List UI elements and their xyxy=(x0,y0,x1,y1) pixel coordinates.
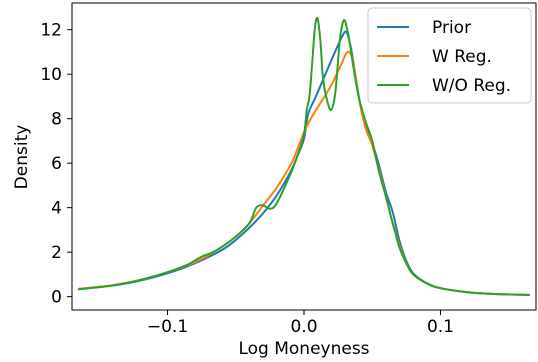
legend-label: W Reg. xyxy=(432,47,492,67)
y-tick-label: 4 xyxy=(51,199,62,219)
series-lines xyxy=(77,16,531,296)
y-tick-label: 0 xyxy=(51,288,62,308)
x-tick-label: −0.1 xyxy=(147,317,188,337)
y-tick-label: 2 xyxy=(51,243,62,263)
x-axis-label: Log Moneyness xyxy=(238,339,369,359)
legend-label: W/O Reg. xyxy=(432,76,511,96)
y-tick-label: 10 xyxy=(40,65,62,85)
legend: Prior W Reg. W/O Reg. xyxy=(367,7,532,104)
y-tick-label: 12 xyxy=(40,21,62,41)
x-axis-ticks: −0.1 0.0 0.1 xyxy=(147,310,454,337)
series-line-2 xyxy=(77,16,531,296)
y-tick-label: 8 xyxy=(51,110,62,130)
x-tick-label: 0.1 xyxy=(427,317,454,337)
y-tick-label: 6 xyxy=(51,154,62,174)
legend-label: Prior xyxy=(432,18,471,38)
y-axis-ticks: 0 2 4 6 8 10 12 xyxy=(40,21,72,308)
legend-box xyxy=(367,7,532,104)
y-axis-label: Density xyxy=(12,125,32,190)
x-tick-label: 0.0 xyxy=(290,317,317,337)
